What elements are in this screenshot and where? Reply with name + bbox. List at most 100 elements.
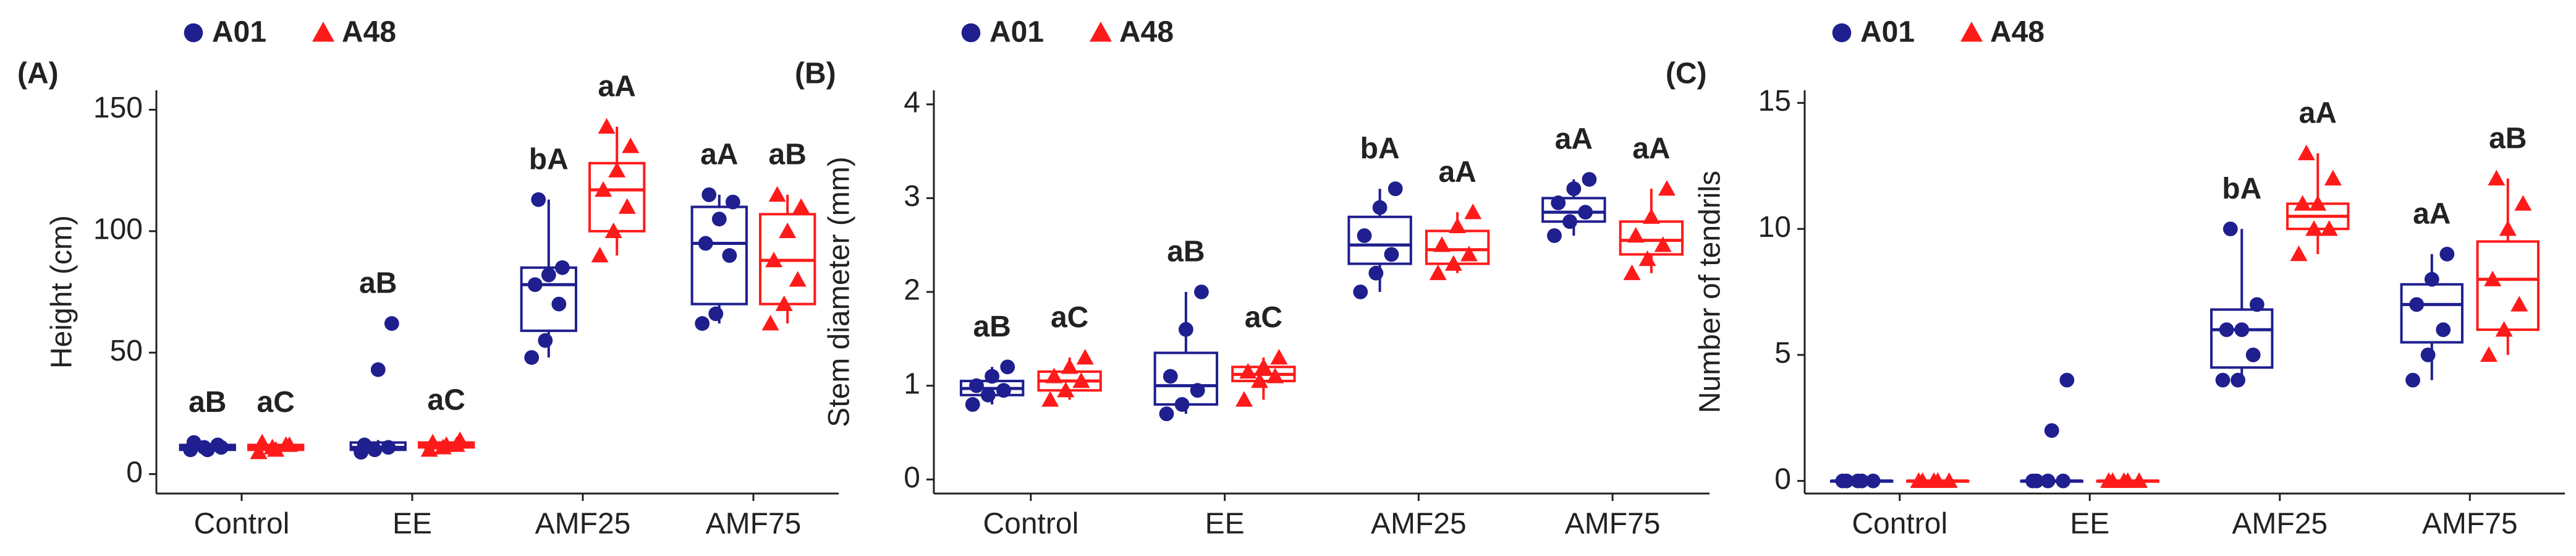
- data-point: [996, 383, 1011, 398]
- data-point: [965, 397, 980, 412]
- data-point: [1865, 473, 1881, 489]
- data-point: [1638, 250, 1656, 267]
- y-tick-label: 150: [93, 92, 143, 124]
- x-tick-label: EE: [392, 508, 432, 541]
- y-tick-label: 15: [1758, 85, 1791, 118]
- x-tick-label: AMF25: [1371, 508, 1467, 541]
- significance-letter: aC: [428, 383, 465, 416]
- data-point: [2215, 372, 2231, 388]
- y-tick-label: 2: [904, 274, 920, 307]
- data-point: [2420, 347, 2436, 362]
- data-point: [1578, 205, 1593, 220]
- data-point: [524, 350, 540, 365]
- data-point: [1372, 200, 1388, 215]
- y-tick-label: 0: [1774, 463, 1791, 495]
- box: [2210, 308, 2274, 369]
- x-tick-label: AMF75: [2422, 508, 2518, 541]
- significance-letter: aC: [257, 386, 295, 419]
- data-point: [1255, 358, 1273, 374]
- data-point: [1913, 472, 1931, 488]
- data-point: [608, 161, 626, 177]
- legend-marker: [961, 23, 981, 43]
- data-point: [761, 315, 779, 331]
- data-point: [1929, 472, 1947, 488]
- data-point: [2309, 195, 2327, 211]
- data-point: [1551, 195, 1566, 210]
- data-point: [2294, 195, 2311, 211]
- significance-letter: aA: [1555, 123, 1593, 156]
- data-point: [1270, 349, 1288, 365]
- y-tick-label: 5: [1774, 337, 1791, 370]
- data-point: [554, 260, 570, 275]
- data-point: [1159, 406, 1174, 422]
- data-point: [1547, 228, 1562, 243]
- data-point: [551, 296, 567, 312]
- y-axis-label: Height (cm): [46, 215, 78, 369]
- data-point: [768, 186, 786, 202]
- data-point: [1444, 255, 1462, 271]
- box: [1425, 229, 1490, 265]
- data-point: [2484, 270, 2502, 286]
- y-tick-label: 0: [904, 461, 920, 494]
- legend-label: A48: [342, 16, 396, 49]
- data-point: [281, 436, 299, 452]
- box: [1347, 215, 1412, 265]
- data-point: [2488, 169, 2506, 186]
- data-point: [2029, 473, 2044, 489]
- data-point: [2405, 372, 2420, 388]
- data-point: [591, 247, 609, 263]
- significance-letter: aA: [598, 71, 636, 103]
- data-point: [424, 434, 442, 450]
- data-point: [792, 198, 810, 214]
- legend-label: A01: [1860, 16, 1915, 49]
- data-point: [1353, 284, 1368, 299]
- data-point: [2245, 347, 2261, 362]
- data-point: [2409, 297, 2425, 312]
- data-point: [2059, 372, 2075, 388]
- data-point: [2231, 372, 2246, 388]
- data-point: [1388, 181, 1403, 197]
- y-axis-label: Stem diameter (mm): [823, 156, 856, 427]
- y-tick-label: 100: [93, 213, 143, 246]
- significance-letter: aA: [2413, 198, 2451, 231]
- data-point: [1854, 473, 1870, 489]
- data-point: [701, 187, 717, 202]
- data-point: [1433, 236, 1451, 252]
- data-point: [200, 442, 215, 458]
- data-point: [1368, 265, 1384, 281]
- data-point: [451, 431, 469, 447]
- data-point: [2514, 195, 2532, 211]
- data-point: [2510, 296, 2528, 312]
- data-point: [722, 248, 737, 263]
- significance-letter: aA: [1438, 156, 1476, 189]
- data-point: [2234, 322, 2250, 338]
- data-point: [2119, 472, 2137, 488]
- data-point: [1251, 372, 1269, 388]
- data-point: [527, 277, 543, 293]
- data-point: [1357, 228, 1372, 243]
- x-tick-label: AMF25: [2232, 508, 2328, 541]
- data-point: [1045, 367, 1063, 383]
- x-tick-label: AMF75: [706, 508, 802, 541]
- data-point: [765, 251, 783, 268]
- data-point: [2104, 472, 2122, 488]
- data-point: [2480, 346, 2498, 362]
- data-point: [1562, 214, 1578, 229]
- significance-letter: aB: [189, 386, 226, 419]
- data-point: [250, 443, 268, 460]
- data-point: [1582, 172, 1597, 187]
- y-tick-label: 1: [904, 367, 920, 400]
- data-point: [1041, 391, 1059, 407]
- data-point: [695, 316, 710, 331]
- data-point: [2130, 472, 2148, 488]
- data-point: [1449, 217, 1467, 234]
- data-point: [267, 441, 285, 457]
- data-point: [1174, 397, 1190, 412]
- data-point: [357, 437, 372, 453]
- x-tick-label: Control: [983, 508, 1079, 541]
- y-tick-label: 4: [904, 86, 920, 119]
- data-point: [381, 440, 396, 455]
- data-point: [595, 181, 612, 197]
- data-point: [1235, 391, 1253, 407]
- data-point: [1266, 367, 1284, 383]
